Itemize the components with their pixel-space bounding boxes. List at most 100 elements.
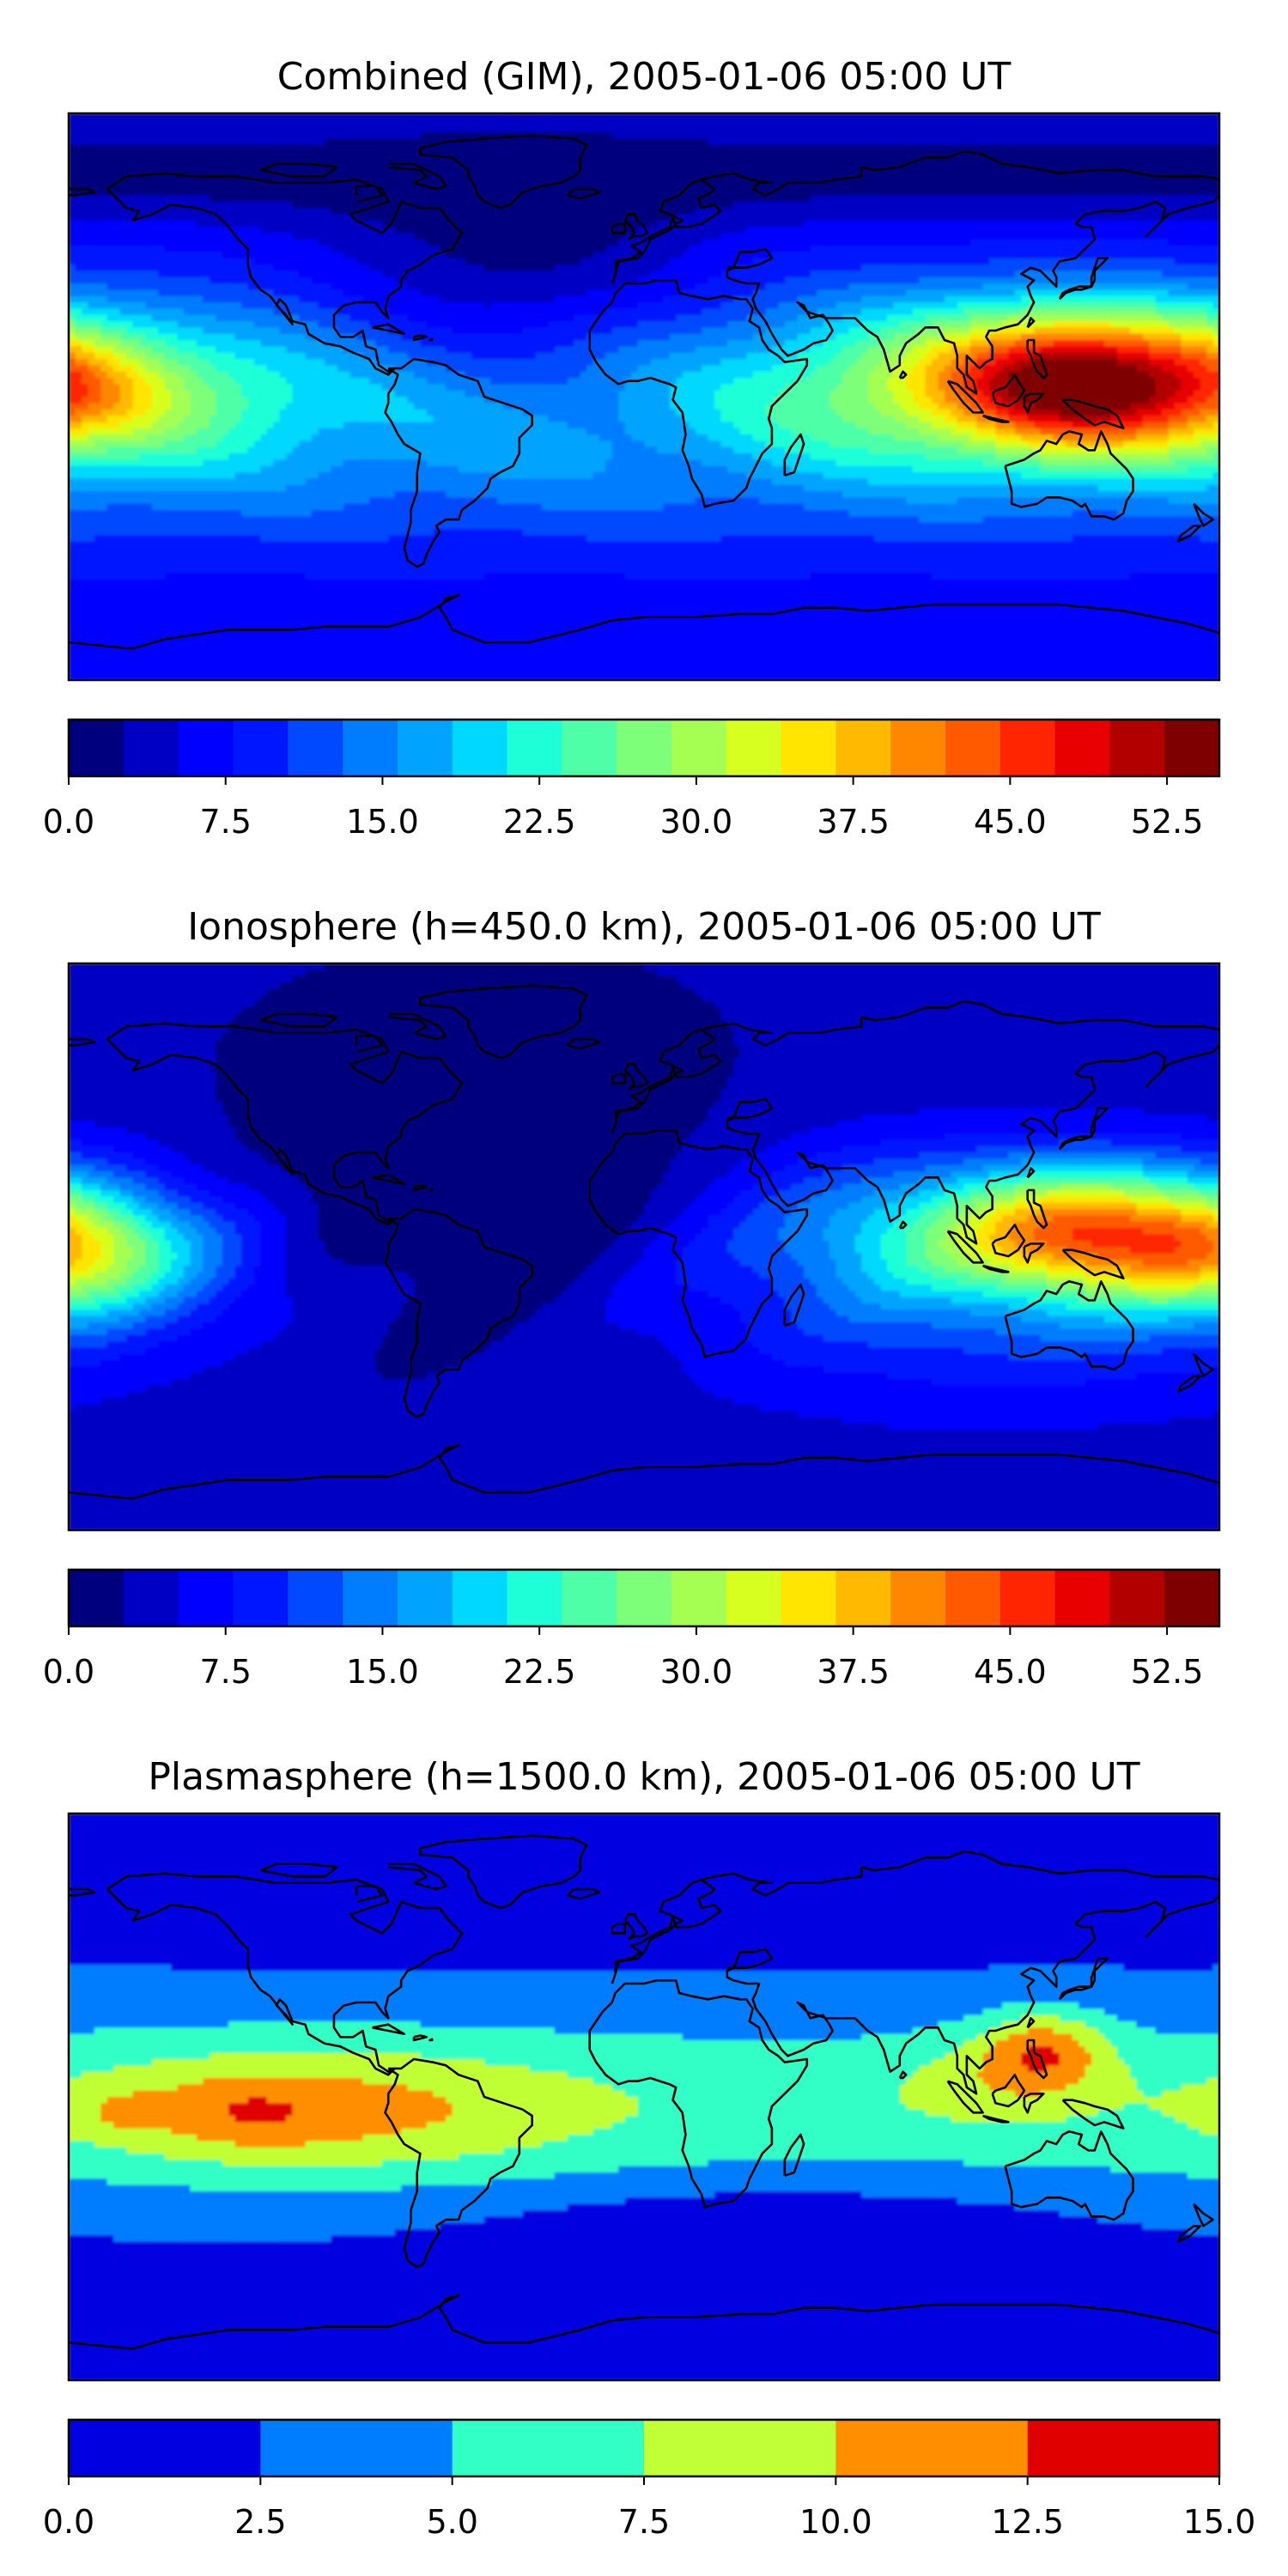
tec-cell bbox=[1200, 252, 1207, 258]
tec-cell bbox=[228, 151, 235, 158]
tec-cell bbox=[887, 264, 894, 271]
tec-cell bbox=[510, 151, 517, 158]
tec-cell bbox=[733, 164, 740, 171]
tec-cell bbox=[1136, 233, 1143, 240]
tec-cell bbox=[1130, 233, 1137, 240]
tec-cell bbox=[362, 151, 369, 158]
tec-cell bbox=[970, 164, 977, 171]
tec-cell bbox=[951, 132, 957, 139]
tec-cell bbox=[395, 138, 402, 145]
tec-cell bbox=[325, 252, 331, 258]
tec-cell bbox=[440, 145, 447, 152]
tec-cell bbox=[382, 119, 389, 126]
tec-cell bbox=[811, 240, 817, 246]
tec-cell bbox=[772, 264, 779, 271]
tec-cell bbox=[1060, 233, 1066, 240]
tec-cell bbox=[1066, 277, 1072, 284]
tec-cell bbox=[325, 258, 331, 265]
tec-cell bbox=[427, 240, 434, 246]
tec-cell bbox=[1168, 138, 1175, 145]
tec-cell bbox=[599, 258, 606, 265]
tec-cell bbox=[727, 202, 734, 209]
tec-cell bbox=[178, 233, 185, 240]
tec-cell bbox=[945, 189, 951, 196]
tec-cell bbox=[1028, 119, 1035, 126]
tec-cell bbox=[152, 240, 159, 246]
tec-cell bbox=[650, 246, 657, 252]
tec-cell bbox=[663, 157, 670, 164]
tec-cell bbox=[94, 240, 101, 246]
tec-cell bbox=[100, 283, 107, 290]
tec-cell bbox=[158, 246, 165, 252]
tec-cell bbox=[689, 283, 696, 290]
tec-cell bbox=[605, 151, 612, 158]
tec-cell bbox=[900, 233, 907, 240]
tec-cell bbox=[459, 252, 465, 258]
tec-cell bbox=[203, 151, 210, 158]
tec-cell bbox=[1168, 145, 1175, 152]
tec-cell bbox=[727, 214, 734, 221]
tec-cell bbox=[919, 189, 926, 196]
tec-cell bbox=[113, 170, 120, 177]
tec-cell bbox=[631, 189, 638, 196]
tec-cell bbox=[273, 270, 280, 277]
tec-cell bbox=[727, 189, 734, 196]
tec-cell bbox=[951, 119, 957, 126]
tec-cell bbox=[1066, 214, 1072, 221]
tec-cell bbox=[267, 157, 274, 164]
tec-cell bbox=[382, 277, 389, 284]
tec-cell bbox=[293, 214, 300, 221]
tec-cell bbox=[535, 145, 542, 152]
tec-cell bbox=[1078, 138, 1085, 145]
tec-cell bbox=[490, 145, 497, 152]
tec-cell bbox=[350, 138, 357, 145]
tec-cell bbox=[158, 157, 165, 164]
tec-cell bbox=[260, 151, 267, 158]
tec-cell bbox=[580, 283, 587, 290]
tec-cell bbox=[823, 240, 829, 246]
tec-cell bbox=[631, 202, 638, 209]
tec-cell bbox=[1136, 264, 1143, 271]
tec-cell bbox=[714, 138, 721, 145]
tec-cell bbox=[1168, 183, 1175, 190]
tec-cell bbox=[1117, 138, 1124, 145]
tec-cell bbox=[970, 270, 977, 277]
tec-cell bbox=[708, 221, 714, 228]
tec-cell bbox=[1015, 202, 1022, 209]
tec-cell bbox=[561, 138, 568, 145]
tec-cell bbox=[676, 264, 683, 271]
tec-cell bbox=[1060, 157, 1066, 164]
tec-cell bbox=[919, 246, 926, 252]
tec-cell bbox=[1078, 189, 1085, 196]
tec-cell bbox=[804, 195, 811, 202]
tec-cell bbox=[592, 119, 599, 126]
tec-cell bbox=[216, 233, 222, 240]
tec-cell bbox=[1136, 195, 1143, 202]
tec-cell bbox=[963, 126, 970, 133]
tec-cell bbox=[778, 176, 785, 183]
tec-cell bbox=[350, 221, 357, 228]
tec-cell bbox=[561, 183, 568, 190]
tec-cell bbox=[408, 132, 415, 139]
tec-cell bbox=[184, 283, 191, 290]
tec-cell bbox=[714, 264, 721, 271]
tec-cell bbox=[599, 138, 606, 145]
tec-cell bbox=[94, 283, 101, 290]
tec-cell bbox=[171, 176, 178, 183]
tec-cell bbox=[529, 126, 536, 133]
tec-cell bbox=[663, 214, 670, 221]
tec-cell bbox=[880, 214, 887, 221]
tec-cell bbox=[126, 258, 133, 265]
tec-cell bbox=[273, 202, 280, 209]
tec-cell bbox=[548, 246, 555, 252]
tec-cell bbox=[618, 195, 625, 202]
tec-cell bbox=[145, 138, 152, 145]
tec-cell bbox=[465, 264, 472, 271]
tec-cell bbox=[720, 151, 727, 158]
tec-cell bbox=[273, 195, 280, 202]
tec-cell bbox=[100, 202, 107, 209]
tec-cell bbox=[932, 221, 939, 228]
tec-cell bbox=[855, 138, 862, 145]
tec-cell bbox=[484, 183, 491, 190]
tec-cell bbox=[848, 270, 855, 277]
